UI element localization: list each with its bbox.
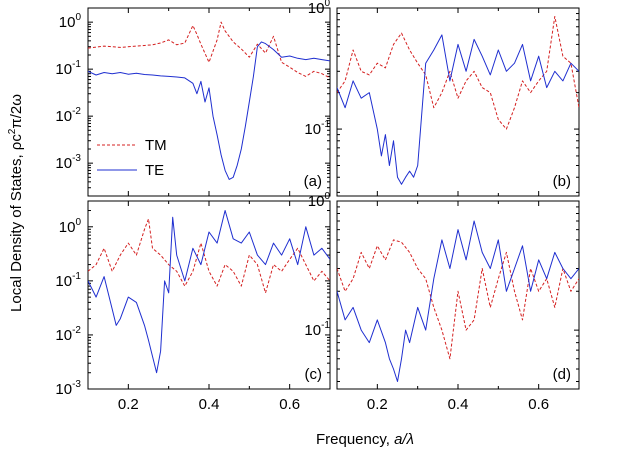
y-tick-label-base: 10	[308, 193, 325, 210]
y-tick-label-base: 10	[55, 108, 72, 125]
plot-area	[88, 21, 330, 180]
plot-frame	[87, 200, 331, 390]
y-tick-label: 100	[308, 0, 331, 17]
y-tick-label-exponent: -2	[72, 325, 81, 336]
series-line-tm	[337, 16, 579, 130]
y-axis-label-text: Local Density of States, ρc	[8, 134, 25, 312]
x-tick-label: 0.2	[367, 396, 388, 413]
y-tick-label: 10-2	[55, 325, 81, 344]
y-tick-label: 100	[59, 217, 82, 236]
plot-area	[337, 220, 579, 382]
y-tick-label: 10-1	[55, 271, 81, 290]
series-line-tm	[88, 21, 330, 79]
y-tick-label: 100	[59, 12, 82, 31]
y-tick-label: 10-3	[55, 379, 81, 398]
y-tick-label: 10-1	[304, 320, 330, 339]
series-line-te	[88, 41, 330, 180]
y-tick-label-base: 10	[304, 121, 321, 138]
y-tick-label-exponent: -1	[321, 320, 330, 331]
x-tick-label: 0.2	[118, 396, 139, 413]
y-axis-label-tail: π/2ω	[8, 94, 25, 129]
y-tick-label-base: 10	[55, 273, 72, 290]
series-line-te	[88, 210, 330, 374]
y-tick-label-base: 10	[304, 322, 321, 339]
y-tick-label-exponent: 0	[324, 0, 330, 9]
y-axis-label: Local Density of States, ρc2π/2ω	[7, 94, 25, 312]
x-tick-label: 0.6	[279, 396, 300, 413]
plot-area	[88, 210, 330, 374]
panel-label: (d)	[553, 366, 571, 383]
y-tick-label: 100	[308, 191, 331, 210]
y-tick-label-exponent: -3	[72, 379, 81, 390]
y-tick-label: 10-1	[55, 59, 81, 78]
y-tick-label: 10-2	[55, 106, 81, 125]
y-tick-label-exponent: 0	[324, 191, 330, 202]
series-line-tm	[337, 239, 579, 360]
x-axis-label-text: Frequency,	[316, 431, 394, 448]
y-tick-label-base: 10	[55, 327, 72, 344]
y-tick-label-exponent: -2	[72, 106, 81, 117]
legend-label-te: TE	[145, 162, 164, 179]
y-tick-label-exponent: -1	[72, 271, 81, 282]
y-tick-label-exponent: 0	[75, 12, 81, 23]
plot-frame	[336, 7, 580, 197]
y-tick-label-base: 10	[55, 61, 72, 78]
y-tick-label-exponent: 0	[75, 217, 81, 228]
y-tick-label-exponent: -1	[321, 119, 330, 130]
y-tick-label-base: 10	[55, 381, 72, 398]
y-tick-label: 10-1	[304, 119, 330, 138]
y-tick-label-base: 10	[59, 219, 76, 236]
y-tick-label-base: 10	[308, 0, 325, 17]
panel-label: (b)	[553, 173, 571, 190]
y-tick-label-base: 10	[55, 155, 72, 172]
y-tick-label-base: 10	[59, 14, 76, 31]
legend: TM TE	[97, 137, 167, 179]
y-tick-label-exponent: -1	[72, 59, 81, 70]
plot-area	[337, 16, 579, 185]
x-axis-label-variable: a/λ	[394, 431, 414, 448]
x-tick-label: 0.4	[448, 396, 469, 413]
panel-label: (c)	[305, 366, 323, 383]
x-tick-label: 0.6	[528, 396, 549, 413]
series-line-te	[337, 34, 579, 185]
y-tick-label: 10-3	[55, 153, 81, 172]
x-axis-label: Frequency, a/λ	[316, 431, 414, 448]
x-tick-label: 0.4	[199, 396, 220, 413]
series-line-tm	[88, 218, 330, 294]
panel-label: (a)	[304, 173, 322, 190]
plot-frame	[87, 7, 331, 197]
panels: 10010-110-210-3(a)TMTE10010-1(b)10010-11…	[55, 0, 580, 413]
y-tick-label-exponent: -3	[72, 153, 81, 164]
y-axis-label-superscript: 2	[7, 128, 18, 134]
legend-label-tm: TM	[145, 137, 167, 154]
series-line-te	[337, 220, 579, 382]
